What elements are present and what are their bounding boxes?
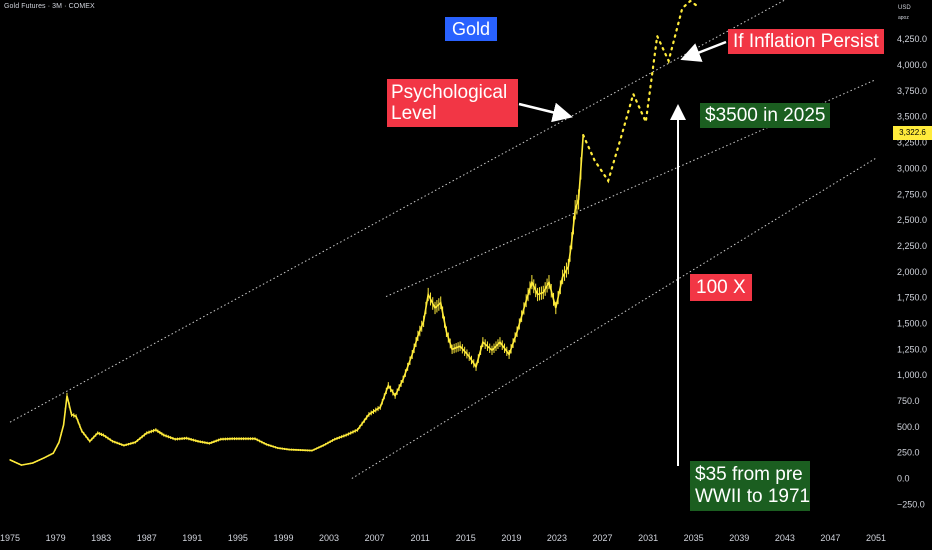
- x-tick-label: 2051: [866, 533, 886, 543]
- x-tick-label: 2047: [820, 533, 840, 543]
- channel-lines: [9, 0, 877, 479]
- x-tick-label: 2007: [365, 533, 385, 543]
- y-tick-label: −250.0: [897, 499, 925, 509]
- x-axis: 1975 1979 1983 1987 1991 1995 1999 2003 2007 2011…: [0, 533, 886, 543]
- hundred-x-label: 100 X: [690, 274, 752, 301]
- x-tick-label: 2031: [638, 533, 658, 543]
- psychological-level-label: Psychological Level: [387, 79, 518, 127]
- annotation-arrows: [518, 40, 727, 466]
- inflation-arrow: [680, 40, 727, 62]
- x-tick-label: 1999: [273, 533, 293, 543]
- y-tick-label: 2,500.0: [897, 215, 927, 225]
- inflation-label: If Inflation Persist: [728, 29, 884, 54]
- y-tick-label: 1,750.0: [897, 293, 927, 303]
- origin-label: $35 from pre WWII to 1971: [690, 461, 810, 511]
- origin-line-2: WWII to 1971: [695, 486, 811, 507]
- x-tick-label: 2015: [456, 533, 476, 543]
- psych-line-1: Psychological: [391, 82, 508, 103]
- axis-sub-label: apoz: [898, 15, 909, 21]
- x-tick-label: 2035: [684, 533, 704, 543]
- channel-line: [351, 157, 877, 479]
- y-tick-label: 1,250.0: [897, 344, 927, 354]
- y-tick-label: 250.0: [897, 448, 920, 458]
- y-tick-label: 4,000.0: [897, 60, 927, 70]
- y-tick-label: 750.0: [897, 396, 920, 406]
- y-tick-label: 2,250.0: [897, 241, 927, 251]
- y-tick-label: 2,000.0: [897, 267, 927, 277]
- x-tick-label: 2011: [411, 533, 430, 543]
- x-tick-label: 1983: [91, 533, 111, 543]
- x-tick-label: 1987: [137, 533, 157, 543]
- x-tick-label: 2023: [547, 533, 567, 543]
- x-tick-label: 2019: [501, 533, 521, 543]
- channel-line: [9, 0, 786, 423]
- x-tick-label: 1975: [0, 533, 20, 543]
- y-tick-label: 3,500.0: [897, 112, 927, 122]
- x-tick-label: 1995: [228, 533, 248, 543]
- y-tick-label: 3,250.0: [897, 138, 927, 148]
- x-tick-label: 2027: [593, 533, 613, 543]
- gold-label: Gold: [445, 17, 498, 41]
- x-tick-label: 1991: [182, 533, 202, 543]
- target-label: $3500 in 2025: [700, 103, 831, 128]
- y-tick-label: 500.0: [897, 422, 920, 432]
- x-tick-label: 1979: [46, 533, 66, 543]
- y-tick-label: 3,000.0: [897, 163, 927, 173]
- chart-title: Gold Futures · 3M · COMEX: [4, 3, 95, 10]
- psych-arrow: [518, 102, 573, 123]
- channel-line: [385, 79, 877, 298]
- x-tick-label: 2043: [775, 533, 795, 543]
- projection-line: [582, 0, 698, 184]
- psych-line-2: Level: [391, 103, 437, 124]
- historical-price-line: [9, 135, 584, 466]
- y-tick-label: 3,750.0: [897, 86, 927, 96]
- currency-label: USD: [898, 5, 911, 11]
- y-tick-label: 4,250.0: [897, 34, 927, 44]
- x-tick-label: 2003: [319, 533, 339, 543]
- x-tick-label: 2039: [729, 533, 749, 543]
- y-tick-label: 1,000.0: [897, 370, 927, 380]
- y-tick-label: 1,500.0: [897, 318, 927, 328]
- price-series: [9, 0, 698, 466]
- y-axis: 4,250.0 4,000.0 3,750.0 3,500.0 3,250.0 3,000…: [897, 34, 927, 509]
- current-price-tag: 3,322.6: [893, 126, 932, 140]
- y-tick-label: 2,750.0: [897, 189, 927, 199]
- origin-line-1: $35 from pre: [695, 464, 803, 485]
- y-tick-label: 0.0: [897, 474, 910, 484]
